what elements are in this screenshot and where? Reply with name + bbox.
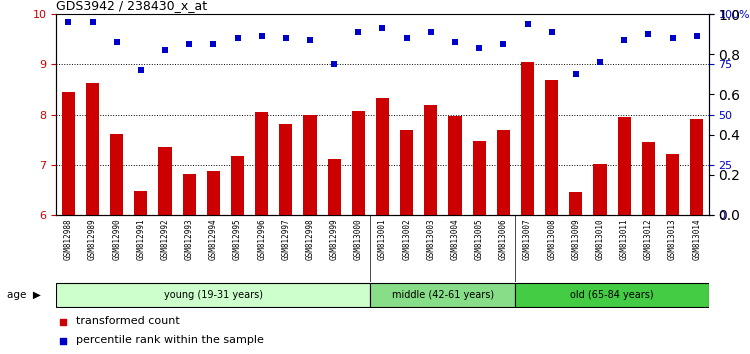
- Bar: [62, 92, 75, 354]
- Bar: [158, 147, 172, 354]
- Text: GSM812998: GSM812998: [305, 218, 314, 260]
- FancyBboxPatch shape: [515, 284, 709, 307]
- Text: GSM813012: GSM813012: [644, 218, 652, 260]
- Point: [642, 32, 654, 37]
- Bar: [569, 192, 583, 354]
- Bar: [400, 130, 413, 354]
- Text: transformed count: transformed count: [76, 316, 179, 326]
- FancyBboxPatch shape: [370, 284, 515, 307]
- Text: GSM812993: GSM812993: [184, 218, 194, 260]
- Point: [570, 72, 582, 77]
- Text: GSM813005: GSM813005: [475, 218, 484, 260]
- Point: [691, 33, 703, 39]
- Bar: [472, 141, 486, 354]
- Text: GSM813006: GSM813006: [499, 218, 508, 260]
- Bar: [520, 62, 534, 354]
- Bar: [303, 115, 316, 354]
- Text: GSM812997: GSM812997: [281, 218, 290, 260]
- Point: [497, 41, 509, 47]
- Bar: [231, 156, 244, 354]
- Bar: [279, 124, 292, 354]
- Text: GSM812992: GSM812992: [160, 218, 170, 260]
- Point: [352, 29, 364, 35]
- FancyBboxPatch shape: [56, 284, 370, 307]
- Bar: [86, 84, 99, 354]
- Text: GSM813001: GSM813001: [378, 218, 387, 260]
- Point: [62, 19, 74, 25]
- Bar: [182, 174, 196, 354]
- Point: [618, 38, 630, 43]
- Text: old (65-84 years): old (65-84 years): [570, 290, 654, 300]
- Point: [424, 29, 436, 35]
- Point: [376, 25, 388, 31]
- Bar: [690, 119, 703, 354]
- Bar: [545, 80, 558, 354]
- Point: [135, 68, 147, 73]
- Text: middle (42-61 years): middle (42-61 years): [392, 290, 494, 300]
- Point: [400, 35, 412, 41]
- Bar: [376, 98, 389, 354]
- Text: GSM812988: GSM812988: [64, 218, 73, 260]
- Bar: [352, 110, 365, 354]
- Point: [304, 38, 316, 43]
- Text: GSM813008: GSM813008: [548, 218, 556, 260]
- Point: [183, 41, 195, 47]
- Text: GSM812999: GSM812999: [330, 218, 339, 260]
- Bar: [328, 159, 340, 354]
- Text: GSM812995: GSM812995: [233, 218, 242, 260]
- Point: [546, 29, 558, 35]
- Point: [521, 21, 533, 27]
- Text: GSM813010: GSM813010: [596, 218, 604, 260]
- Point: [232, 35, 244, 41]
- Bar: [110, 133, 123, 354]
- Bar: [496, 130, 510, 354]
- Point: [328, 62, 340, 67]
- Point: [256, 33, 268, 39]
- Bar: [617, 117, 631, 354]
- Bar: [593, 164, 607, 354]
- Point: [473, 45, 485, 51]
- Point: [57, 319, 69, 325]
- Text: GSM813009: GSM813009: [572, 218, 580, 260]
- Point: [449, 39, 461, 45]
- Text: GSM813000: GSM813000: [354, 218, 363, 260]
- Point: [57, 338, 69, 344]
- Text: GSM812991: GSM812991: [136, 218, 146, 260]
- Text: GSM813004: GSM813004: [451, 218, 460, 260]
- Text: GSM812994: GSM812994: [209, 218, 218, 260]
- Text: young (19-31 years): young (19-31 years): [164, 290, 262, 300]
- Point: [111, 39, 123, 45]
- Text: GSM812990: GSM812990: [112, 218, 122, 260]
- Point: [159, 47, 171, 53]
- Bar: [207, 171, 220, 354]
- Bar: [424, 105, 437, 354]
- Bar: [642, 142, 655, 354]
- Text: age  ▶: age ▶: [8, 290, 41, 300]
- Text: GSM813002: GSM813002: [402, 218, 411, 260]
- Text: GSM813014: GSM813014: [692, 218, 701, 260]
- Text: GSM813011: GSM813011: [620, 218, 628, 260]
- Point: [594, 59, 606, 65]
- Point: [280, 35, 292, 41]
- Text: GSM812989: GSM812989: [88, 218, 97, 260]
- Text: GSM813013: GSM813013: [668, 218, 677, 260]
- Text: GSM813003: GSM813003: [426, 218, 435, 260]
- Text: GSM813007: GSM813007: [523, 218, 532, 260]
- Text: GDS3942 / 238430_x_at: GDS3942 / 238430_x_at: [56, 0, 207, 12]
- Bar: [666, 154, 680, 354]
- Bar: [448, 115, 462, 354]
- Bar: [134, 191, 148, 354]
- Text: percentile rank within the sample: percentile rank within the sample: [76, 335, 264, 345]
- Bar: [255, 112, 268, 354]
- Point: [667, 35, 679, 41]
- Point: [207, 41, 219, 47]
- Text: GSM812996: GSM812996: [257, 218, 266, 260]
- Point: [86, 19, 98, 25]
